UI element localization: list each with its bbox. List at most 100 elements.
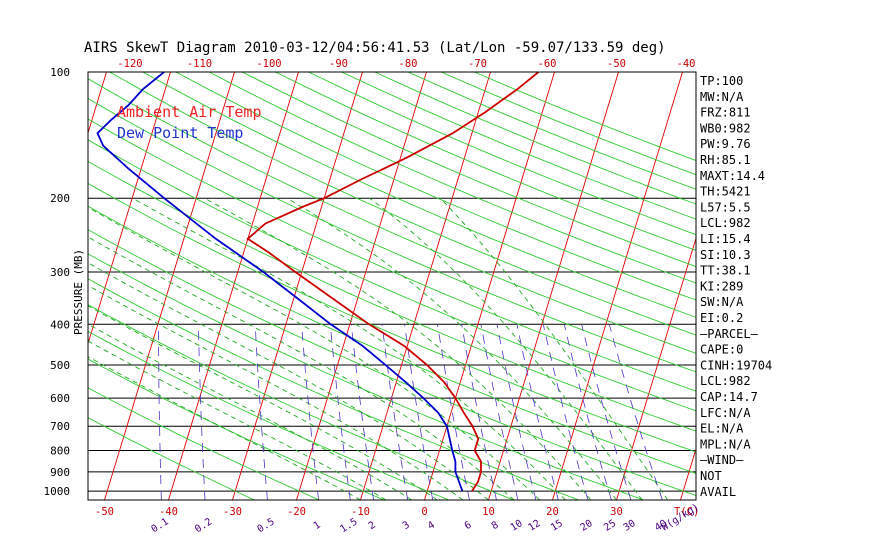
index-line: MAXT:14.4 (700, 169, 765, 183)
top-temperature-tick-label: -100 (256, 58, 281, 70)
index-line: AVAIL (700, 485, 736, 499)
mixing-ratio-tick-label: 40 (653, 518, 669, 534)
index-line: NOT (700, 469, 722, 483)
isotherm-line (168, 72, 299, 500)
dry-adiabat-line (88, 304, 515, 500)
dry-adiabat-line (88, 358, 385, 500)
index-line: MW:N/A (700, 90, 744, 104)
index-line: CAPE:0 (700, 343, 743, 357)
dry-adiabat-line (88, 229, 696, 497)
mixing-ratio-tick-label: 4 (426, 520, 437, 533)
mixing-ratio-tick-label: 0.2 (193, 516, 214, 535)
pressure-tick-label: 1000 (44, 485, 71, 498)
dry-adiabat-line (88, 118, 696, 392)
index-line: LFC:N/A (700, 406, 751, 420)
top-temperature-tick-label: -120 (117, 58, 142, 70)
index-line: PW:9.76 (700, 137, 751, 151)
dry-adiabat-line (440, 72, 696, 176)
isotherm-line (232, 72, 363, 500)
dry-adiabat-line (208, 72, 696, 284)
temperature-tick-label: 10 (482, 506, 495, 518)
dry-adiabat-line (275, 72, 696, 251)
series-dew-point-temp (96, 72, 464, 492)
chart-title: AIRS SkewT Diagram 2010-03-12/04:56:41.5… (84, 40, 666, 56)
top-temperature-tick-label: -110 (187, 58, 212, 70)
pressure-tick-label: 200 (50, 192, 70, 205)
index-line: LCL:982 (700, 374, 751, 388)
moist-adiabat-line (88, 285, 464, 500)
mixing-ratio-tick-label: 1.5 (338, 516, 359, 535)
dry-adiabat-line (88, 278, 579, 500)
mixing-ratio-line (496, 324, 537, 500)
temperature-tick-label: 30 (610, 506, 623, 518)
mixing-ratio-tick-label: 3 (401, 520, 412, 533)
mixing-ratio-tick-label: 8 (490, 520, 501, 533)
mixing-ratio-line (480, 324, 519, 500)
isotherm-line (424, 72, 555, 500)
dry-adiabat-line (88, 160, 696, 432)
temperature-tick-label: -40 (159, 506, 178, 518)
dry-adiabat-line (109, 72, 696, 336)
mixing-ratio-tick-label: 25 (602, 518, 618, 534)
dry-adiabat-line (88, 182, 696, 453)
dry-adiabat-line (308, 72, 696, 236)
mixing-ratio-line (608, 324, 663, 500)
index-line: RH:85.1 (700, 153, 751, 167)
top-temperature-tick-label: -40 (677, 58, 696, 70)
moist-adiabat-line (369, 197, 643, 500)
index-line: –PARCEL– (700, 327, 759, 341)
mixing-ratio-tick-label: 0.1 (150, 516, 171, 535)
y-axis-label: PRESSURE (MB) (72, 249, 85, 335)
x-axis-label: T(C) (674, 506, 699, 518)
index-line: LI:15.4 (700, 232, 751, 246)
mixing-ratio-line (461, 324, 497, 500)
temperature-tick-label: -50 (95, 506, 114, 518)
index-line: EL:N/A (700, 422, 744, 436)
mixing-ratio-tick-label: 20 (579, 518, 595, 534)
index-line: WB0:982 (700, 121, 751, 135)
temperature-tick-label: -30 (223, 506, 242, 518)
sounding-series (96, 72, 540, 492)
mixing-ratio-line (198, 324, 206, 500)
isotherm-line (745, 72, 870, 500)
isotherm-line (0, 72, 43, 500)
top-temperature-tick-label: -90 (329, 58, 348, 70)
mixing-ratio-line (350, 324, 374, 500)
mixing-ratio-line (581, 324, 632, 500)
moist-adiabat-line (88, 236, 515, 500)
pressure-tick-label: 700 (50, 420, 70, 433)
moist-adiabat-line (286, 197, 617, 500)
pressure-tick-label: 300 (50, 266, 70, 279)
plot-frame (87, 71, 697, 501)
pressure-tick-label: 900 (50, 466, 70, 479)
mixing-ratio-line (301, 324, 319, 500)
index-line: FRZ:811 (700, 106, 751, 120)
mixing-ratio-tick-label: 0.5 (256, 516, 277, 535)
index-line: L57:5.5 (700, 200, 751, 214)
moist-adiabat-line (132, 197, 566, 500)
pressure-tick-label: 600 (50, 392, 70, 405)
series-ambient-air-temp (246, 72, 540, 492)
index-line: CINH:19704 (700, 358, 772, 372)
temperature-tick-label: 20 (546, 506, 559, 518)
index-line: SW:N/A (700, 295, 744, 309)
dry-adiabat-line (88, 205, 696, 474)
index-line: SI:10.3 (700, 248, 751, 262)
index-line: CAP:14.7 (700, 390, 758, 404)
top-temperature-tick-label: -50 (607, 58, 626, 70)
dry-adiabat-line (142, 72, 696, 318)
mixing-ratio-line (158, 324, 162, 500)
mixing-ratio-line (404, 324, 434, 500)
mixing-ratio-line (516, 324, 559, 500)
isotherm-line (88, 72, 171, 346)
legend-ambient-air-temp: Ambient Air Temp (117, 103, 262, 121)
legend-dew-point-temp: Dew Point Temp (117, 124, 243, 142)
mixing-ratio-tick-label: 6 (463, 520, 474, 533)
isotherm-line (104, 72, 235, 500)
dry-adiabat-line (88, 417, 255, 500)
mixing-ratio-tick-label: 2 (367, 520, 378, 533)
dry-adiabat-line (88, 253, 644, 500)
pressure-tick-label: 500 (50, 359, 70, 372)
dry-adiabat-line (88, 139, 696, 412)
